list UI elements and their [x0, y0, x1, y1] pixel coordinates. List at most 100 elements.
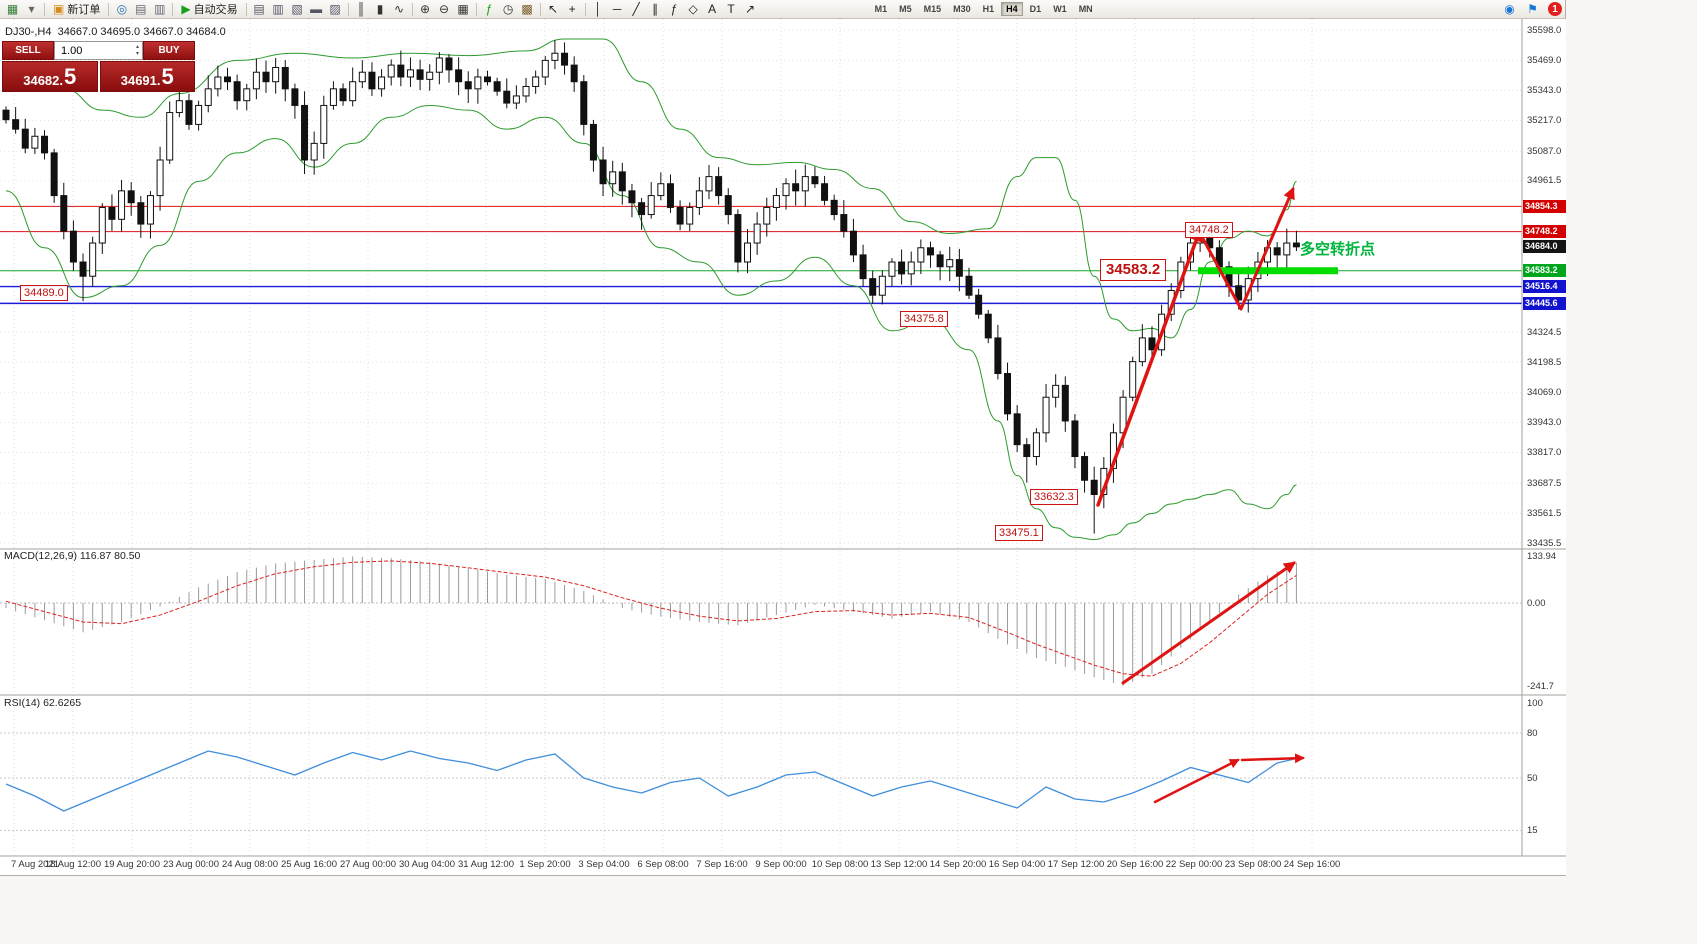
- time-axis-label: 6 Sep 08:00: [637, 859, 689, 870]
- navigator-icon[interactable]: ▧: [288, 1, 307, 18]
- buy-button[interactable]: BUY: [143, 41, 195, 60]
- vertical-line-icon: │: [594, 2, 602, 16]
- zoom-in-icon[interactable]: ⊕: [416, 1, 435, 18]
- crosshair-icon[interactable]: +: [563, 1, 582, 18]
- terminal-icon[interactable]: ▬: [307, 1, 326, 18]
- search-icon[interactable]: ◉: [1500, 1, 1519, 18]
- price-axis-tag: 34516.4: [1523, 280, 1566, 294]
- label-icon[interactable]: T: [722, 1, 741, 18]
- spinner-down-icon[interactable]: ▾: [135, 50, 139, 57]
- new-chart-icon[interactable]: ▦: [3, 1, 22, 18]
- zoom-in-icon: ⊕: [420, 2, 431, 16]
- price-label-box[interactable]: 34375.8: [900, 311, 948, 327]
- horizontal-line-icon[interactable]: ─: [608, 1, 627, 18]
- price-label-box[interactable]: 33475.1: [995, 525, 1043, 541]
- navigator-icon: ▧: [291, 2, 303, 16]
- volume-input[interactable]: [55, 44, 133, 57]
- line-chart-icon: ∿: [394, 2, 405, 16]
- chart-symbol-ohlc: DJ30-,H4 34667.0 34695.0 34667.0 34684.0: [5, 26, 226, 38]
- sell-price-button[interactable]: 34682. 5: [2, 61, 98, 92]
- data-window-icon[interactable]: ▥: [269, 1, 288, 18]
- buy-price-button[interactable]: 34691. 5: [99, 61, 195, 92]
- timeframe-h1[interactable]: H1: [978, 2, 1000, 16]
- bar-chart-icon[interactable]: ║: [352, 1, 371, 18]
- trade-panel-price-row: 34682. 5 34691. 5: [2, 61, 195, 92]
- macd-axis-tick: 0.00: [1527, 597, 1546, 609]
- time-axis-label: 24 Sep 16:00: [1283, 859, 1341, 870]
- sell-button[interactable]: SELL: [2, 41, 54, 60]
- new-order-button[interactable]: ▣ 新订单: [48, 1, 105, 18]
- timeframe-m5[interactable]: M5: [894, 2, 917, 16]
- chart-window: 35598.0 35469.0 35343.0 35217.0 35087.0 34961…: [0, 19, 1566, 875]
- new-order-button-label: 新订单: [67, 4, 101, 16]
- strategy-tester-icon[interactable]: ▨: [326, 1, 345, 18]
- trendline-icon[interactable]: ╱: [627, 1, 646, 18]
- fibonacci-icon[interactable]: ƒ: [665, 1, 684, 18]
- timeframe-w1[interactable]: W1: [1048, 2, 1072, 16]
- spinner-up-icon[interactable]: ▴: [135, 43, 139, 50]
- metaeditor-icon: ◎: [116, 2, 128, 16]
- rsi-axis-tick: 80: [1527, 727, 1538, 739]
- sell-price-big-digit: 5: [64, 64, 77, 89]
- shapes-icon[interactable]: ◇: [684, 1, 703, 18]
- candlestick-icon: ▮: [376, 2, 384, 16]
- time-axis-label: 1 Sep 20:00: [519, 859, 571, 870]
- autotrading-button-label: 自动交易: [193, 4, 238, 16]
- price-axis-tick: 34324.5: [1527, 326, 1562, 338]
- chart-annotation-text[interactable]: 多空转折点: [1300, 241, 1376, 258]
- vertical-line-icon[interactable]: │: [589, 1, 608, 18]
- timeframe-d1[interactable]: D1: [1025, 2, 1047, 16]
- arrows-icon[interactable]: ↗: [741, 1, 760, 18]
- line-chart-icon[interactable]: ∿: [390, 1, 409, 18]
- period-icon[interactable]: ◷: [499, 1, 518, 18]
- toolbar-separator: [584, 2, 586, 16]
- price-axis-tag: 34445.6: [1523, 296, 1566, 310]
- autotrading-icon: ▶: [181, 2, 191, 16]
- new-chart-dropdown-icon[interactable]: ▾: [22, 1, 41, 18]
- toolbar-separator: [172, 2, 174, 16]
- toolbar-separator: [44, 2, 45, 16]
- volume-spinner[interactable]: ▴ ▾: [133, 44, 142, 57]
- notification-badge[interactable]: 1: [1548, 2, 1562, 16]
- template-icon[interactable]: ▩: [518, 1, 537, 18]
- timeframe-m15[interactable]: M15: [919, 2, 947, 16]
- price-label-box[interactable]: 34489.0: [20, 285, 68, 301]
- tile-windows-icon: ▦: [457, 2, 469, 16]
- market-watch-icon[interactable]: ▤: [250, 1, 269, 18]
- new-chart-icon: ▦: [6, 2, 19, 16]
- candlestick-icon[interactable]: ▮: [371, 1, 390, 18]
- time-axis-label: 25 Aug 16:00: [281, 859, 337, 870]
- timeframe-h4[interactable]: H4: [1001, 2, 1023, 16]
- print-icon: ▤: [135, 2, 147, 16]
- cursor-icon[interactable]: ↖: [544, 1, 563, 18]
- autotrading-button[interactable]: ▶ 自动交易: [176, 1, 242, 18]
- print-preview-icon[interactable]: ▥: [150, 1, 169, 18]
- market-watch-icon: ▤: [253, 2, 265, 16]
- price-label-box[interactable]: 33632.3: [1030, 489, 1078, 505]
- text-icon: A: [708, 2, 717, 16]
- text-icon[interactable]: A: [703, 1, 722, 18]
- chart-canvas[interactable]: [0, 19, 1566, 875]
- time-axis-label: 23 Sep 08:00: [1224, 859, 1282, 870]
- price-label-box[interactable]: 34748.2: [1185, 222, 1233, 238]
- print-icon[interactable]: ▤: [131, 1, 150, 18]
- channel-icon[interactable]: ∥: [646, 1, 665, 18]
- new-chart-dropdown-icon: ▾: [28, 2, 35, 16]
- macd-axis-tick: 133.94: [1527, 551, 1557, 563]
- price-axis-tick: 35217.0: [1527, 114, 1562, 126]
- indicators-icon[interactable]: ƒ: [480, 1, 499, 18]
- zoom-out-icon[interactable]: ⊖: [435, 1, 454, 18]
- timeframe-m30[interactable]: M30: [948, 2, 976, 16]
- bar-chart-icon: ║: [356, 2, 366, 16]
- time-axis-label: 13 Sep 12:00: [870, 859, 928, 870]
- tile-windows-icon[interactable]: ▦: [454, 1, 473, 18]
- metaeditor-icon[interactable]: ◎: [112, 1, 131, 18]
- community-icon[interactable]: ⚑: [1523, 1, 1542, 18]
- timeframe-mn[interactable]: MN: [1074, 2, 1098, 16]
- timeframe-m1[interactable]: M1: [870, 2, 893, 16]
- price-label-box[interactable]: 34583.2: [1100, 259, 1167, 281]
- time-axis-label: 17 Sep 12:00: [1047, 859, 1105, 870]
- indicators-icon: ƒ: [485, 2, 493, 16]
- volume-field[interactable]: ▴ ▾: [54, 41, 143, 60]
